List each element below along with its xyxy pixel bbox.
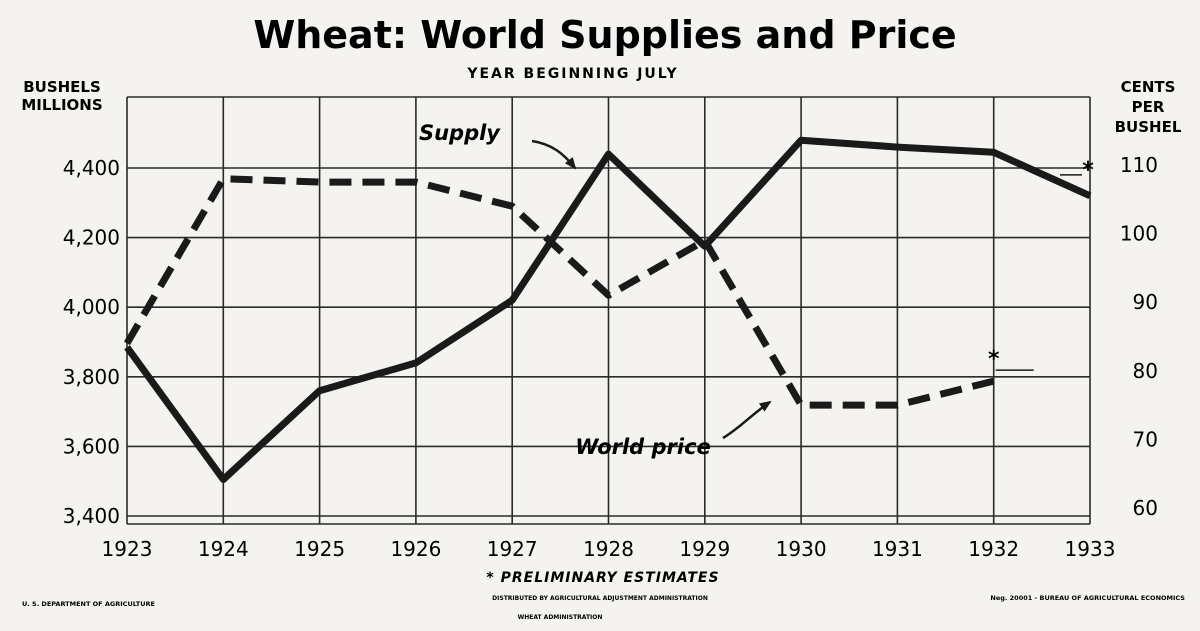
- footer-center-line1: DISTRIBUTED BY AGRICULTURAL ADJUSTMENT A…: [492, 595, 708, 602]
- world-price-data-point: [704, 239, 706, 241]
- supply-data-point: [1089, 195, 1091, 197]
- supply-preliminary-marker: *: [1082, 158, 1094, 183]
- footer-right: Neg. 20001 - BUREAU OF AGRICULTURAL ECON…: [990, 594, 1185, 602]
- world-price-data-point: [222, 178, 224, 180]
- chart-title: Wheat: World Supplies and Price: [253, 13, 956, 57]
- x-tick-label: 1923: [102, 537, 153, 561]
- supply-data-point: [222, 478, 224, 480]
- x-tick-label: 1927: [487, 537, 538, 561]
- footer-left: U. S. DEPARTMENT OF AGRICULTURE: [22, 600, 155, 608]
- supply-data-point: [896, 146, 898, 148]
- supply-data-point: [511, 299, 513, 301]
- preliminary-note: * PRELIMINARY ESTIMATES: [486, 570, 719, 586]
- footer-center-line2: WHEAT ADMINISTRATION: [518, 614, 603, 621]
- right-tick-label: 80: [1133, 359, 1158, 383]
- supply-label: Supply: [419, 121, 501, 145]
- right-axis-label-line3: BUSHEL: [1115, 118, 1182, 136]
- left-tick-label: 3,600: [63, 434, 120, 458]
- series-layer: [123, 136, 1092, 483]
- left-tick-label: 4,000: [63, 295, 120, 319]
- supply-data-point: [126, 346, 128, 348]
- left-tick-label: 4,400: [63, 156, 120, 180]
- world-price-data-point: [993, 380, 995, 382]
- supply-data-point: [993, 151, 995, 153]
- preliminary-markers: **: [988, 158, 1094, 372]
- world-price-data-point: [126, 342, 128, 344]
- supply-data-point: [608, 153, 610, 155]
- world-price-preliminary-marker: *: [988, 347, 1000, 372]
- x-tick-label: 1925: [294, 537, 345, 561]
- right-tick-label: 100: [1120, 222, 1158, 246]
- right-axis-ticks: 60 70 80 90 100 110: [1120, 153, 1158, 520]
- x-tick-label: 1932: [968, 537, 1019, 561]
- x-tick-label: 1926: [390, 537, 441, 561]
- right-tick-label: 90: [1133, 290, 1158, 314]
- price-label-arrow: [722, 400, 772, 440]
- supply-label-arrow: [531, 139, 577, 170]
- grid-lines: [126, 96, 1091, 525]
- left-axis-label-line2: MILLIONS: [21, 96, 102, 114]
- x-axis-ticks: 1923 1924 1925 1926 1927 1928 1929 1930 1931 1932…: [102, 537, 1116, 561]
- supply-series-line: [124, 136, 1092, 483]
- chart-subtitle: YEAR BEGINNING JULY: [466, 66, 678, 82]
- left-tick-label: 3,800: [63, 365, 120, 389]
- x-tick-label: 1929: [679, 537, 730, 561]
- world-price-data-point: [511, 205, 513, 207]
- price-label: World price: [575, 435, 711, 459]
- x-tick-label: 1933: [1065, 537, 1116, 561]
- left-axis-ticks: 3,400 3,600 3,800 4,000 4,200 4,400: [63, 156, 120, 528]
- x-tick-label: 1931: [872, 537, 923, 561]
- world-price-data-point: [896, 404, 898, 406]
- right-tick-label: 60: [1133, 496, 1158, 520]
- x-tick-label: 1930: [776, 537, 827, 561]
- left-tick-label: 3,400: [63, 504, 120, 528]
- right-axis-label-line1: CENTS: [1121, 78, 1176, 96]
- x-tick-label: 1924: [198, 537, 249, 561]
- world-price-data-point: [415, 181, 417, 183]
- right-tick-label: 70: [1133, 427, 1158, 451]
- x-tick-label: 1928: [583, 537, 634, 561]
- world-price-data-point: [800, 404, 802, 406]
- world-price-series-line: [123, 175, 995, 409]
- world-price-data-point: [608, 294, 610, 296]
- supply-data-point: [415, 362, 417, 364]
- right-tick-label: 110: [1120, 153, 1158, 177]
- world-price-data-point: [319, 181, 321, 183]
- right-axis-label-line2: PER: [1132, 98, 1165, 116]
- left-axis-label-line1: BUSHELS: [23, 78, 101, 96]
- supply-data-point: [800, 139, 802, 141]
- left-tick-label: 4,200: [63, 226, 120, 250]
- supply-data-point: [319, 390, 321, 392]
